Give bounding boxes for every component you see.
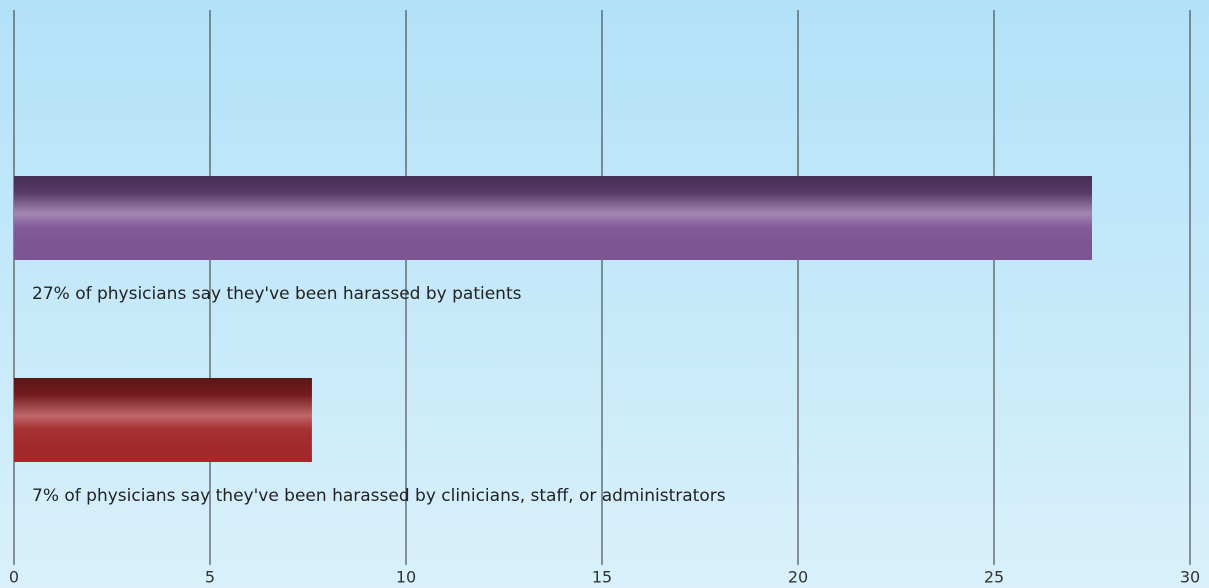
bar-shine bbox=[14, 176, 1092, 260]
x-tick-label: 0 bbox=[9, 568, 19, 587]
bar-label: 27% of physicians say they've been haras… bbox=[32, 284, 522, 304]
x-tick-label: 25 bbox=[984, 568, 1004, 587]
x-tick-label: 20 bbox=[788, 568, 808, 587]
bar-label: 7% of physicians say they've been harass… bbox=[32, 486, 726, 506]
x-tick-label: 10 bbox=[396, 568, 416, 587]
x-tick-label: 5 bbox=[205, 568, 215, 587]
x-tick-label: 15 bbox=[592, 568, 612, 587]
bar-shine bbox=[14, 378, 312, 462]
x-tick-label: 30 bbox=[1180, 568, 1200, 587]
